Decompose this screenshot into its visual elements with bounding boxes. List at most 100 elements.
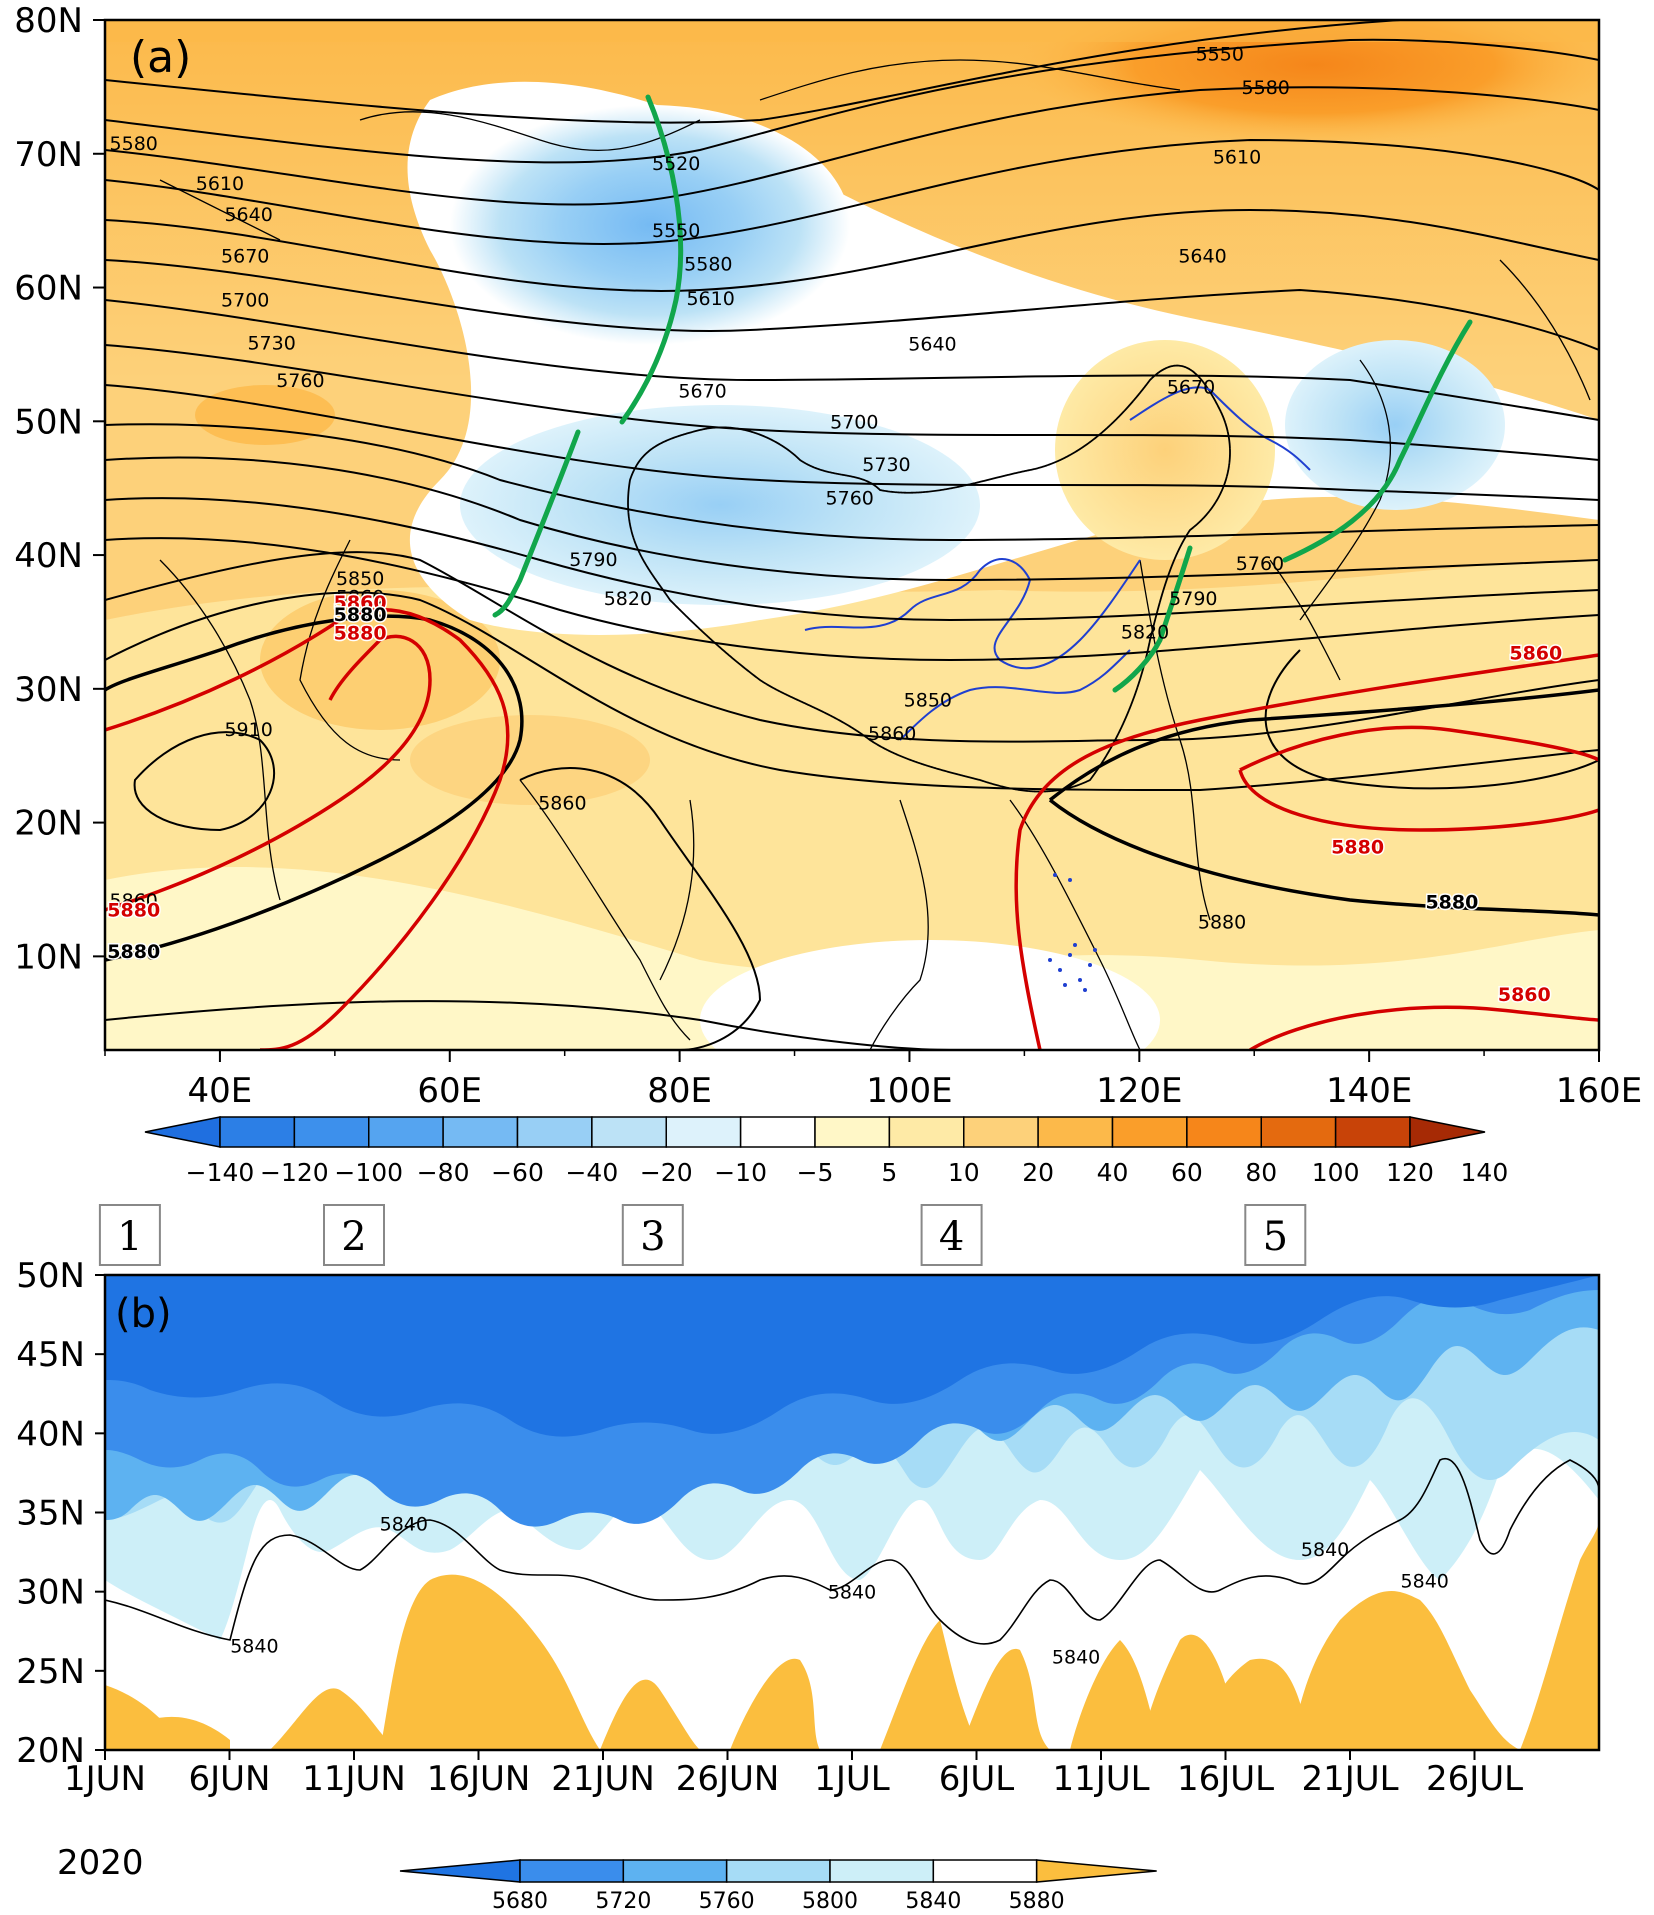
colorbar-label: 5840	[905, 1889, 961, 1914]
contour-label: 5860	[538, 793, 586, 815]
y-tick-label: 50N	[14, 402, 83, 442]
contour-label: 5760	[826, 488, 874, 510]
colorbar-bin	[1334, 1116, 1411, 1148]
contour-label: 5840	[230, 1636, 278, 1658]
svg-text:5700: 5700	[830, 411, 878, 433]
colorbar-bin	[368, 1116, 444, 1148]
contour-label: 5880	[1424, 890, 1480, 915]
colorbar-bin	[814, 1116, 891, 1148]
event-box: 1	[98, 1204, 161, 1266]
svg-text:5760: 5760	[826, 488, 874, 510]
event-box: 2	[323, 1204, 385, 1266]
colorbar-label: 80	[1245, 1158, 1277, 1187]
colorbar-over	[1035, 1859, 1157, 1883]
svg-text:5880: 5880	[107, 941, 160, 963]
svg-text:5730: 5730	[247, 332, 295, 354]
colorbar-bin	[963, 1116, 1039, 1148]
svg-text:5580: 5580	[684, 253, 732, 275]
svg-text:3: 3	[640, 1214, 665, 1260]
contour-label: 5760	[1236, 553, 1284, 575]
colorbar-bin	[1111, 1116, 1188, 1148]
contour-label: 5860	[332, 590, 388, 615]
x-tick-label: 40E	[188, 1071, 253, 1111]
svg-text:5860: 5860	[336, 587, 384, 609]
svg-text:5640: 5640	[224, 204, 272, 226]
svg-text:5790: 5790	[569, 549, 617, 571]
colorbar-bin	[888, 1116, 965, 1148]
contour-label: 5550	[652, 220, 700, 242]
panel-b-y-axis: 20N 25N 30N 35N 40N 45N 50N	[16, 1256, 105, 1771]
contour-label: 5860	[1496, 982, 1552, 1007]
svg-text:5790: 5790	[1169, 588, 1217, 610]
svg-text:5860: 5860	[1498, 984, 1551, 1006]
x-tick-label: 16JUN	[427, 1759, 531, 1799]
svg-text:5860: 5860	[868, 723, 916, 745]
colorbar-bin	[1260, 1116, 1337, 1148]
colorbar-label: 5800	[802, 1889, 858, 1914]
contour-label: 5640	[224, 204, 272, 226]
svg-text:5850: 5850	[336, 568, 384, 590]
colorbar-bin	[1037, 1116, 1114, 1148]
svg-text:5670: 5670	[678, 381, 726, 403]
svg-text:5640: 5640	[908, 334, 956, 356]
colorbar-over	[1409, 1116, 1486, 1148]
trough-lines	[492, 94, 1473, 693]
colorbar-label: −40	[565, 1158, 618, 1187]
panel-b-hovmoller: 5840 5840 5840 5840 5840 5840 (b) 1 2 3 4 5 1JUN 6…	[16, 1204, 1601, 1883]
y-tick-label: 60N	[14, 269, 83, 309]
contour-label: 5730	[247, 332, 295, 354]
y-tick-label: 45N	[16, 1335, 85, 1375]
x-tick-label: 6JUN	[189, 1759, 271, 1799]
colorbar-bin	[591, 1116, 667, 1148]
x-tick-label: 160E	[1556, 1071, 1642, 1111]
contour-label: 5840	[1052, 1647, 1100, 1669]
contour-label: 5790	[569, 549, 617, 571]
x-tick-label: 120E	[1096, 1071, 1182, 1111]
colorbar-label: 10	[948, 1158, 980, 1187]
y-tick-label: 40N	[16, 1414, 85, 1454]
svg-text:5850: 5850	[904, 690, 952, 712]
y-tick-label: 30N	[14, 670, 83, 710]
colorbar-bin	[1186, 1116, 1262, 1148]
svg-text:5820: 5820	[1121, 621, 1169, 643]
panel-b-colorbar: 5680 5720 5760 5800 5840 5880	[399, 1859, 1157, 1914]
x-tick-label: 26JUL	[1426, 1759, 1523, 1799]
y-tick-label: 80N	[14, 1, 83, 41]
y-tick-label: 30N	[16, 1573, 85, 1613]
contour-label: 5880	[106, 940, 162, 965]
svg-text:5700: 5700	[221, 290, 269, 312]
contour-label: 5850	[336, 568, 384, 590]
contour-label: 5880	[336, 604, 384, 626]
contour-label: 5860	[868, 723, 916, 745]
contour-label: 5840	[1301, 1539, 1349, 1561]
contour-label: 5640	[908, 334, 956, 356]
svg-text:5910: 5910	[224, 719, 272, 741]
contour-label: 5580	[684, 253, 732, 275]
height-contours	[105, 20, 1599, 1050]
contour-5860-5880-red	[105, 607, 1599, 1050]
colorbar-under	[144, 1116, 221, 1148]
colorbar-label: 120	[1386, 1158, 1434, 1187]
colorbar-label: 5	[881, 1158, 897, 1187]
y-tick-label: 50N	[16, 1256, 85, 1296]
svg-text:5860: 5860	[334, 592, 387, 614]
colorbar-label: −20	[640, 1158, 693, 1187]
x-tick-label: 6JUL	[939, 1759, 1015, 1799]
colorbar-bin	[932, 1859, 1038, 1883]
contour-label: 5880	[106, 898, 162, 923]
svg-text:5610: 5610	[1213, 146, 1261, 168]
svg-text:5860: 5860	[538, 793, 586, 815]
y-tick-label: 35N	[16, 1494, 85, 1534]
contour-label: 5840	[828, 1582, 876, 1604]
colorbar-bin	[622, 1859, 728, 1883]
svg-text:5860: 5860	[1509, 643, 1562, 665]
contour-label: 5880	[1330, 835, 1386, 860]
x-tick-label: 11JUN	[302, 1759, 406, 1799]
panel-a-colorbar: −140 −120 −100 −80 −60 −40 −20 −10 −5 5 10 20 40 60 80…	[144, 1116, 1508, 1187]
svg-text:5730: 5730	[862, 454, 910, 476]
contour-label: 5550	[1196, 43, 1244, 65]
contour-label: 5700	[221, 290, 269, 312]
svg-text:5880: 5880	[1331, 837, 1384, 859]
contour-label: 5880	[332, 602, 388, 627]
x-tick-label: 100E	[866, 1071, 952, 1111]
